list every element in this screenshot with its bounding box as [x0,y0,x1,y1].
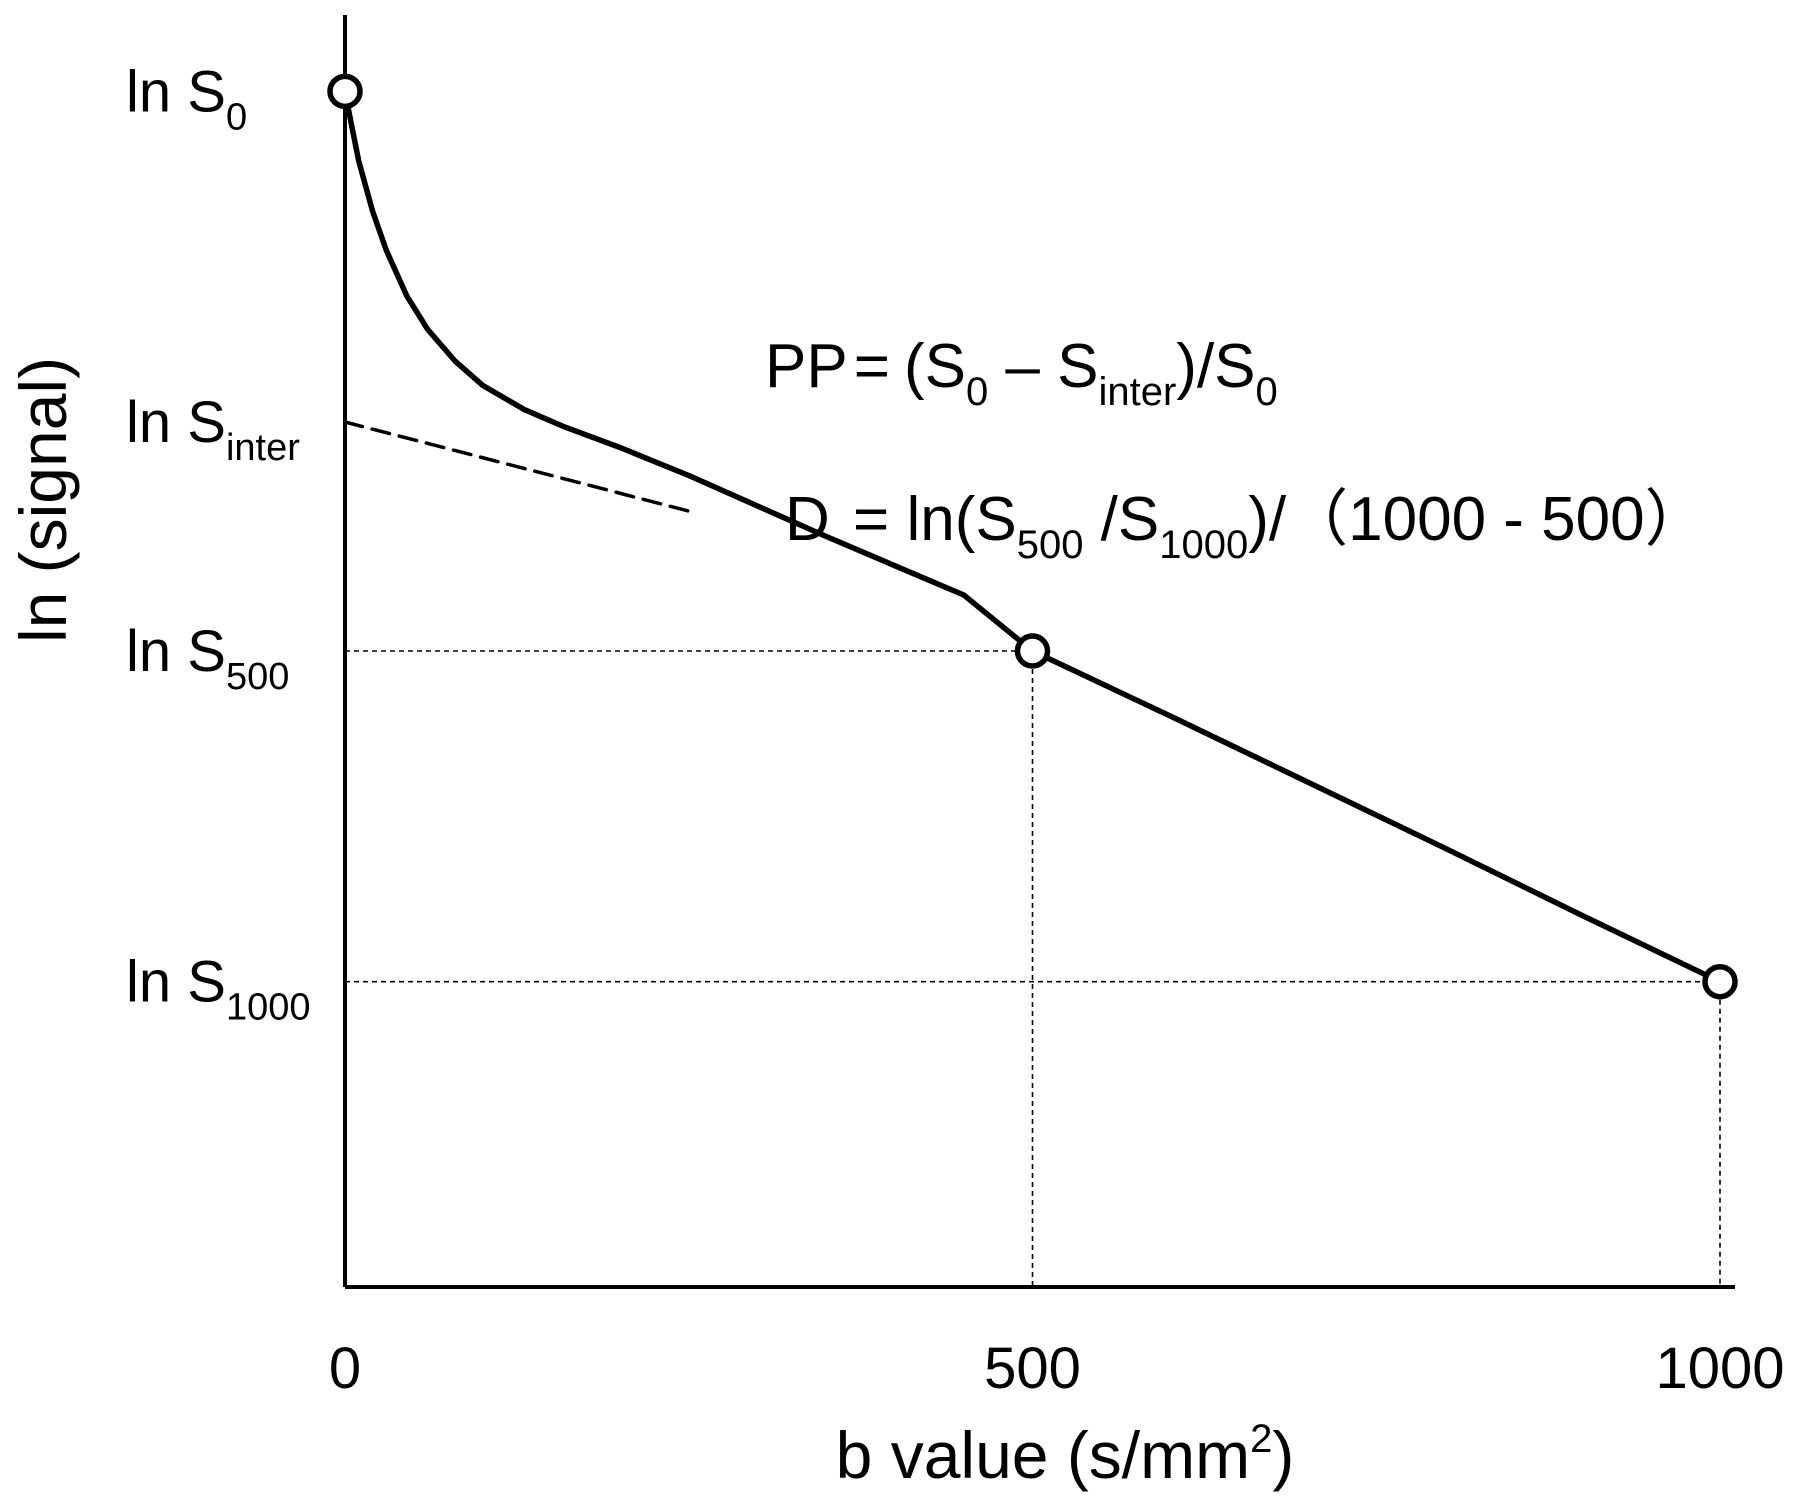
x-tick-label-500: 500 [984,1336,1081,1401]
axes [343,15,1735,1289]
series-group [342,88,1723,985]
x-axis-title-superscript: 2 [1250,1417,1272,1461]
y-tick-label-s500: ln S500 [126,619,289,698]
x-axis-title: b value (s/mm2) [836,1417,1295,1492]
data-point-b500 [1014,633,1051,669]
d-equation: D = ln(S500 /S1000)/（1000 - 500） [785,485,1707,567]
y-tick-label-sinter: ln Sinter [126,390,300,469]
x-tick-labels: 0 500 1000 [329,1336,1785,1401]
data-markers [327,73,1738,1000]
signal-decay-curve [342,88,1723,985]
y-tick-labels: ln S0 ln Sinter ln S500 ln S1000 [126,59,311,1028]
x-tick-label-0: 0 [329,1336,361,1401]
y-axis-title: ln (signal) [6,357,80,643]
y-tick-label-s0: ln S0 [126,59,247,138]
pp-equation: PP= (S0 – Sinter)/S0 [765,332,1278,414]
y-tick-label-s1000: ln S1000 [126,950,311,1029]
data-point-b0 [327,73,363,110]
data-point-b1000 [1702,963,1738,1000]
dotted-guide-lines [345,650,1721,1287]
x-tick-label-1000: 1000 [1655,1336,1784,1401]
extrapolated-dashed-line [343,420,691,513]
